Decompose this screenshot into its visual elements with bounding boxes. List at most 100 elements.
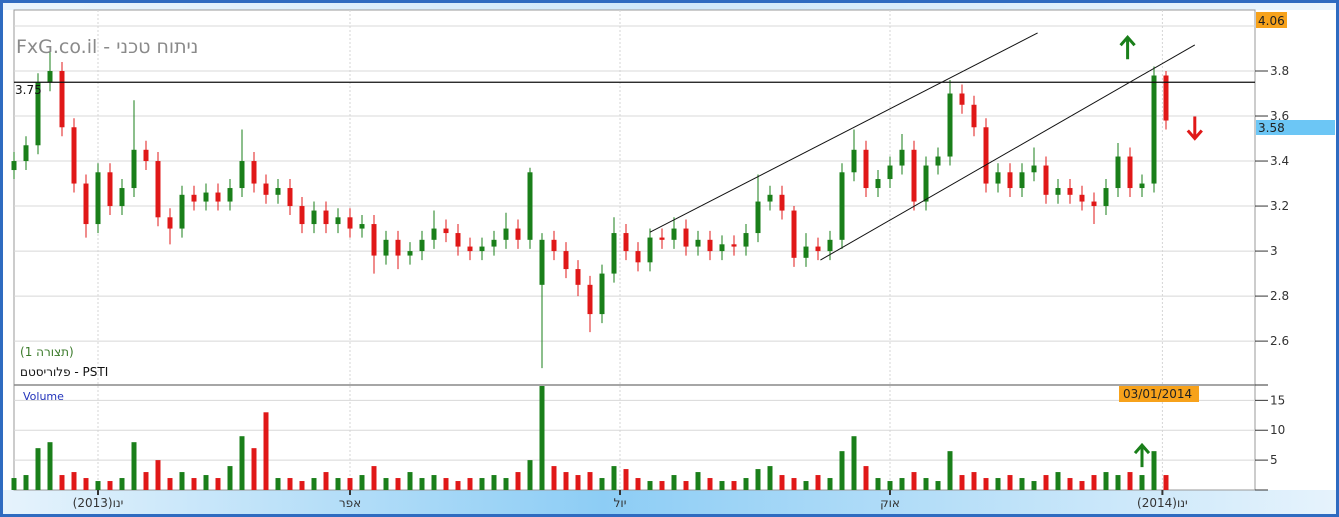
time-tick-label: אפר	[339, 496, 361, 510]
candle-body	[323, 210, 329, 225]
volume-bar	[419, 478, 425, 490]
volume-bar	[695, 472, 701, 490]
volume-bar	[803, 481, 809, 490]
volume-bar	[851, 436, 857, 490]
candle-body	[443, 228, 449, 234]
candle-body	[1043, 165, 1049, 195]
volume-bar	[947, 451, 953, 490]
candle-body	[275, 188, 281, 195]
volume-bar	[875, 478, 881, 490]
volume-bar	[1115, 475, 1121, 490]
volume-bar	[299, 481, 305, 490]
volume-bar	[1031, 481, 1037, 490]
candle-body	[359, 224, 365, 229]
volume-bar	[335, 478, 341, 490]
pattern-label: (תצורה 1)	[20, 345, 74, 359]
volume-bar	[203, 475, 209, 490]
time-tick-label: אוק	[880, 496, 900, 510]
volume-bar	[1067, 478, 1073, 490]
candle-body	[419, 239, 425, 252]
candle-body	[707, 239, 713, 252]
volume-label: Volume	[23, 390, 64, 403]
candle-body	[803, 246, 809, 258]
volume-tick-label: 15	[1270, 393, 1285, 407]
last-price-badge	[1256, 120, 1335, 135]
price-tick-label: 3.4	[1270, 154, 1289, 168]
trend-line	[649, 32, 1038, 233]
volume-bar	[707, 478, 713, 490]
candle-body	[311, 210, 317, 225]
volume-bar	[839, 451, 845, 490]
candle-body	[563, 251, 569, 270]
candle-body	[971, 104, 977, 128]
candle-body	[623, 233, 629, 252]
volume-bar	[743, 478, 749, 490]
watermark: FxG.co.il - ניתוח טכני	[16, 36, 198, 58]
candle-body	[47, 70, 53, 83]
volume-bar	[935, 481, 941, 490]
volume-bar	[563, 472, 569, 490]
candle-body	[719, 244, 725, 252]
candle-body	[635, 251, 641, 263]
volume-bar	[791, 478, 797, 490]
volume-bar	[983, 478, 989, 490]
candle-body	[35, 82, 41, 146]
candle-body	[1103, 188, 1109, 207]
volume-bar	[11, 478, 17, 490]
volume-bar	[239, 436, 245, 490]
price-tick-label: 2.6	[1270, 334, 1289, 348]
candle-body	[515, 228, 521, 240]
volume-bar	[1019, 478, 1025, 490]
volume-bar	[779, 475, 785, 490]
candle-body	[887, 165, 893, 180]
volume-bar	[755, 469, 761, 490]
volume-bar	[407, 472, 413, 490]
volume-bar	[1091, 475, 1097, 490]
candle-body	[1139, 183, 1145, 189]
volume-bar	[107, 481, 113, 490]
candle-body	[839, 172, 845, 240]
candle-body	[179, 194, 185, 229]
volume-bar	[503, 478, 509, 490]
candle-body	[59, 70, 65, 128]
volume-bar	[599, 478, 605, 490]
time-tick-label: ינו(2013)	[73, 496, 124, 510]
candle-body	[239, 161, 245, 189]
candle-body	[779, 194, 785, 211]
arrow-down-icon	[1186, 116, 1203, 141]
candle-body	[371, 224, 377, 256]
candle-body	[647, 237, 653, 263]
volume-bar	[35, 448, 41, 490]
volume-bar	[179, 472, 185, 490]
candle-body	[23, 145, 29, 162]
volume-bar	[467, 478, 473, 490]
candle-body	[1151, 75, 1157, 184]
volume-bar	[1163, 475, 1169, 490]
max-price-value: 4.06	[1258, 14, 1285, 28]
plot-border	[13, 9, 1256, 491]
volume-bar	[395, 478, 401, 490]
price-tick-label: 2.8	[1270, 289, 1289, 303]
volume-bar	[167, 478, 173, 490]
volume-bar	[731, 481, 737, 490]
candle-body	[203, 192, 209, 202]
volume-tick-label: 10	[1270, 423, 1285, 437]
price-tick-label: 3.6	[1270, 109, 1289, 123]
volume-bar	[119, 478, 125, 490]
volume-bar	[971, 472, 977, 490]
volume-bar	[827, 478, 833, 490]
volume-bar	[251, 448, 257, 490]
last-price-value: 3.58	[1258, 121, 1285, 135]
volume-bar	[611, 466, 617, 490]
candle-body	[995, 172, 1001, 184]
candle-body	[539, 239, 545, 285]
volume-bar	[359, 475, 365, 490]
volume-bar	[323, 472, 329, 490]
volume-bar	[347, 478, 353, 490]
candle-body	[695, 239, 701, 247]
candle-body	[1067, 188, 1073, 195]
candle-body	[767, 194, 773, 202]
volume-bar	[1055, 472, 1061, 490]
